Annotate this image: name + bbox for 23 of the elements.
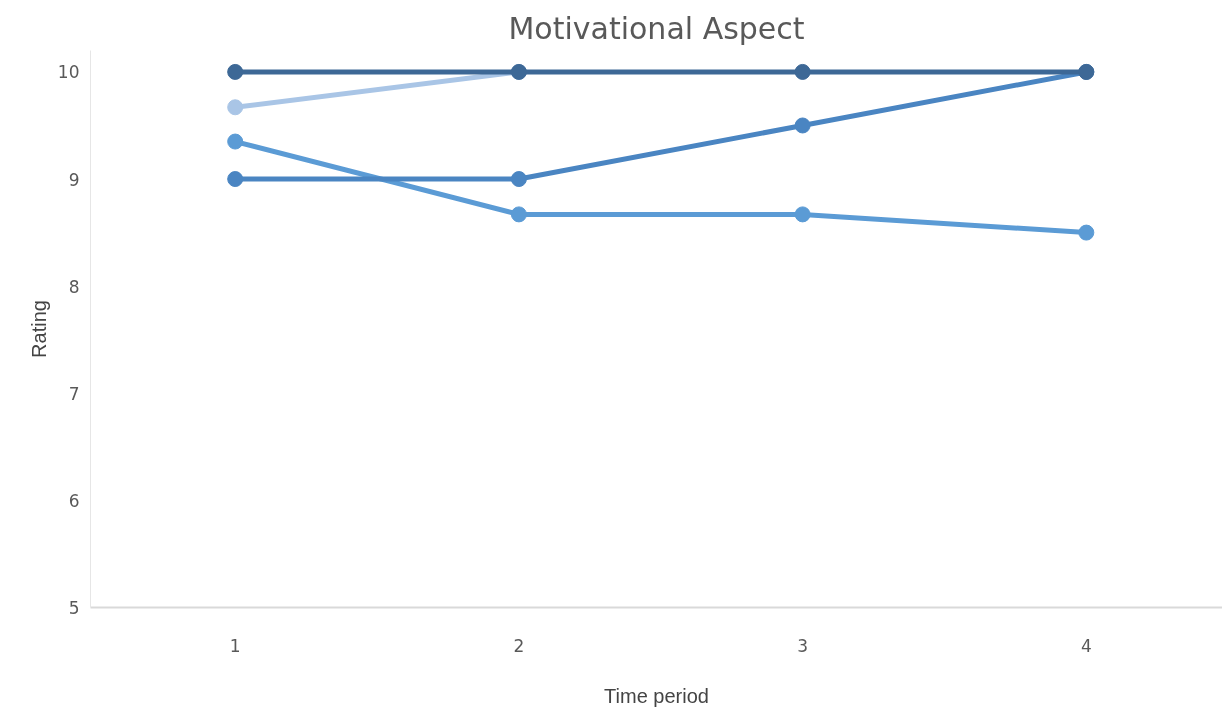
y-tick-label: 7: [68, 383, 80, 404]
point: [227, 99, 244, 116]
point: [227, 133, 244, 150]
point: [510, 206, 527, 223]
y-tick-label: 6: [68, 490, 80, 511]
chart-title: Motivational Aspect: [508, 10, 805, 46]
x-tick-label: 4: [1080, 635, 1092, 656]
point: [227, 171, 244, 188]
y-tick-label: 9: [68, 169, 80, 190]
y-axis-title: Rating: [27, 300, 50, 358]
point: [510, 171, 527, 188]
x-tick-label: 2: [513, 635, 525, 656]
x-axis-title: Time period: [604, 684, 709, 707]
x-tick-label: 3: [797, 635, 809, 656]
point: [227, 63, 244, 80]
point: [794, 206, 811, 223]
y-tick-label: 8: [68, 276, 80, 297]
point: [794, 117, 811, 134]
point: [794, 63, 811, 80]
x-tick-label: 1: [229, 635, 241, 656]
y-tick-label: 5: [68, 598, 80, 618]
y-tick-label: 10: [57, 62, 80, 83]
point: [1078, 224, 1095, 241]
